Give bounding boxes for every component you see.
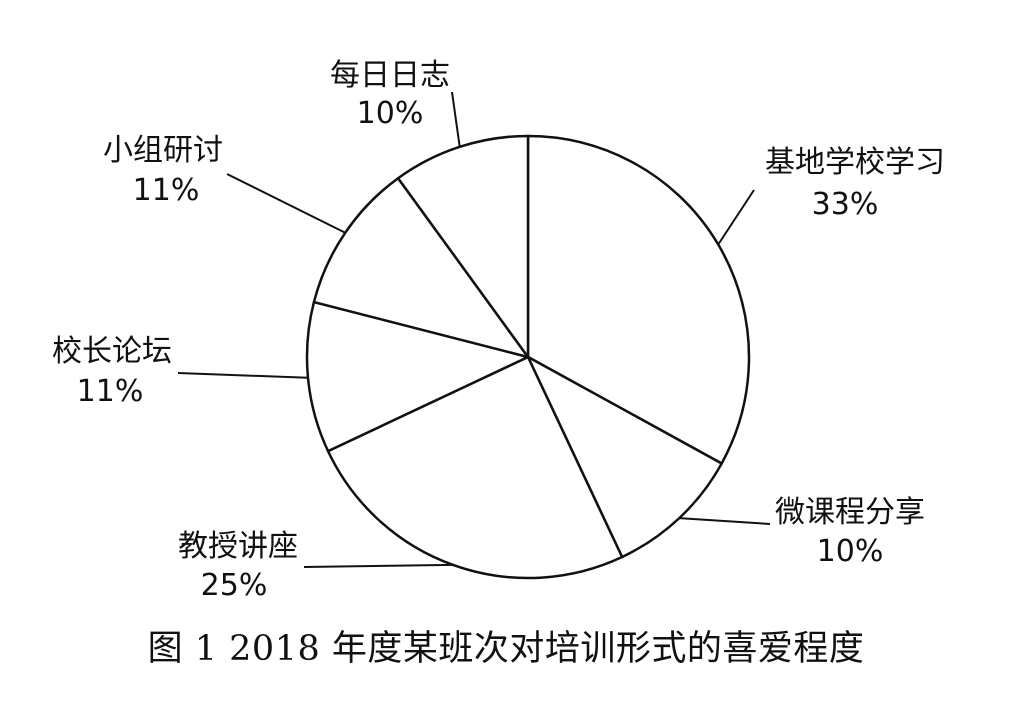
figure-caption: 图 1 2018 年度某班次对培训形式的喜爱程度 — [147, 629, 865, 669]
slice-percent-label: 11% — [77, 374, 144, 409]
slice-label: 基地学校学习 — [765, 145, 945, 180]
slice-percent-label: 10% — [357, 96, 424, 131]
leader-line — [679, 517, 771, 525]
pie-leader-lines — [177, 91, 771, 568]
pie-labels: 基地学校学习 33% 微课程分享 10% 教授讲座 25% 校长论坛 11% 小组研讨 11% 每日… — [52, 58, 945, 603]
slice-percent-label: 10% — [817, 534, 884, 569]
pie-slice — [312, 176, 530, 359]
pie-slice — [526, 134, 751, 465]
slice-percent-label: 11% — [133, 173, 200, 208]
pie-slices — [305, 134, 751, 580]
leader-line — [303, 563, 454, 568]
slice-percent-label: 33% — [812, 187, 879, 222]
slice-percent-label: 25% — [201, 568, 268, 603]
slice-label: 微课程分享 — [775, 495, 925, 530]
leader-line — [226, 173, 346, 234]
pie-slice — [305, 300, 530, 453]
slice-label: 小组研讨 — [103, 133, 223, 168]
leader-line — [717, 189, 755, 246]
slice-label: 每日日志 — [330, 58, 450, 93]
slice-label: 教授讲座 — [178, 529, 298, 564]
slice-label: 校长论坛 — [52, 334, 172, 369]
leader-line — [177, 372, 309, 379]
pie-slice — [326, 355, 624, 580]
leader-line — [451, 91, 461, 147]
